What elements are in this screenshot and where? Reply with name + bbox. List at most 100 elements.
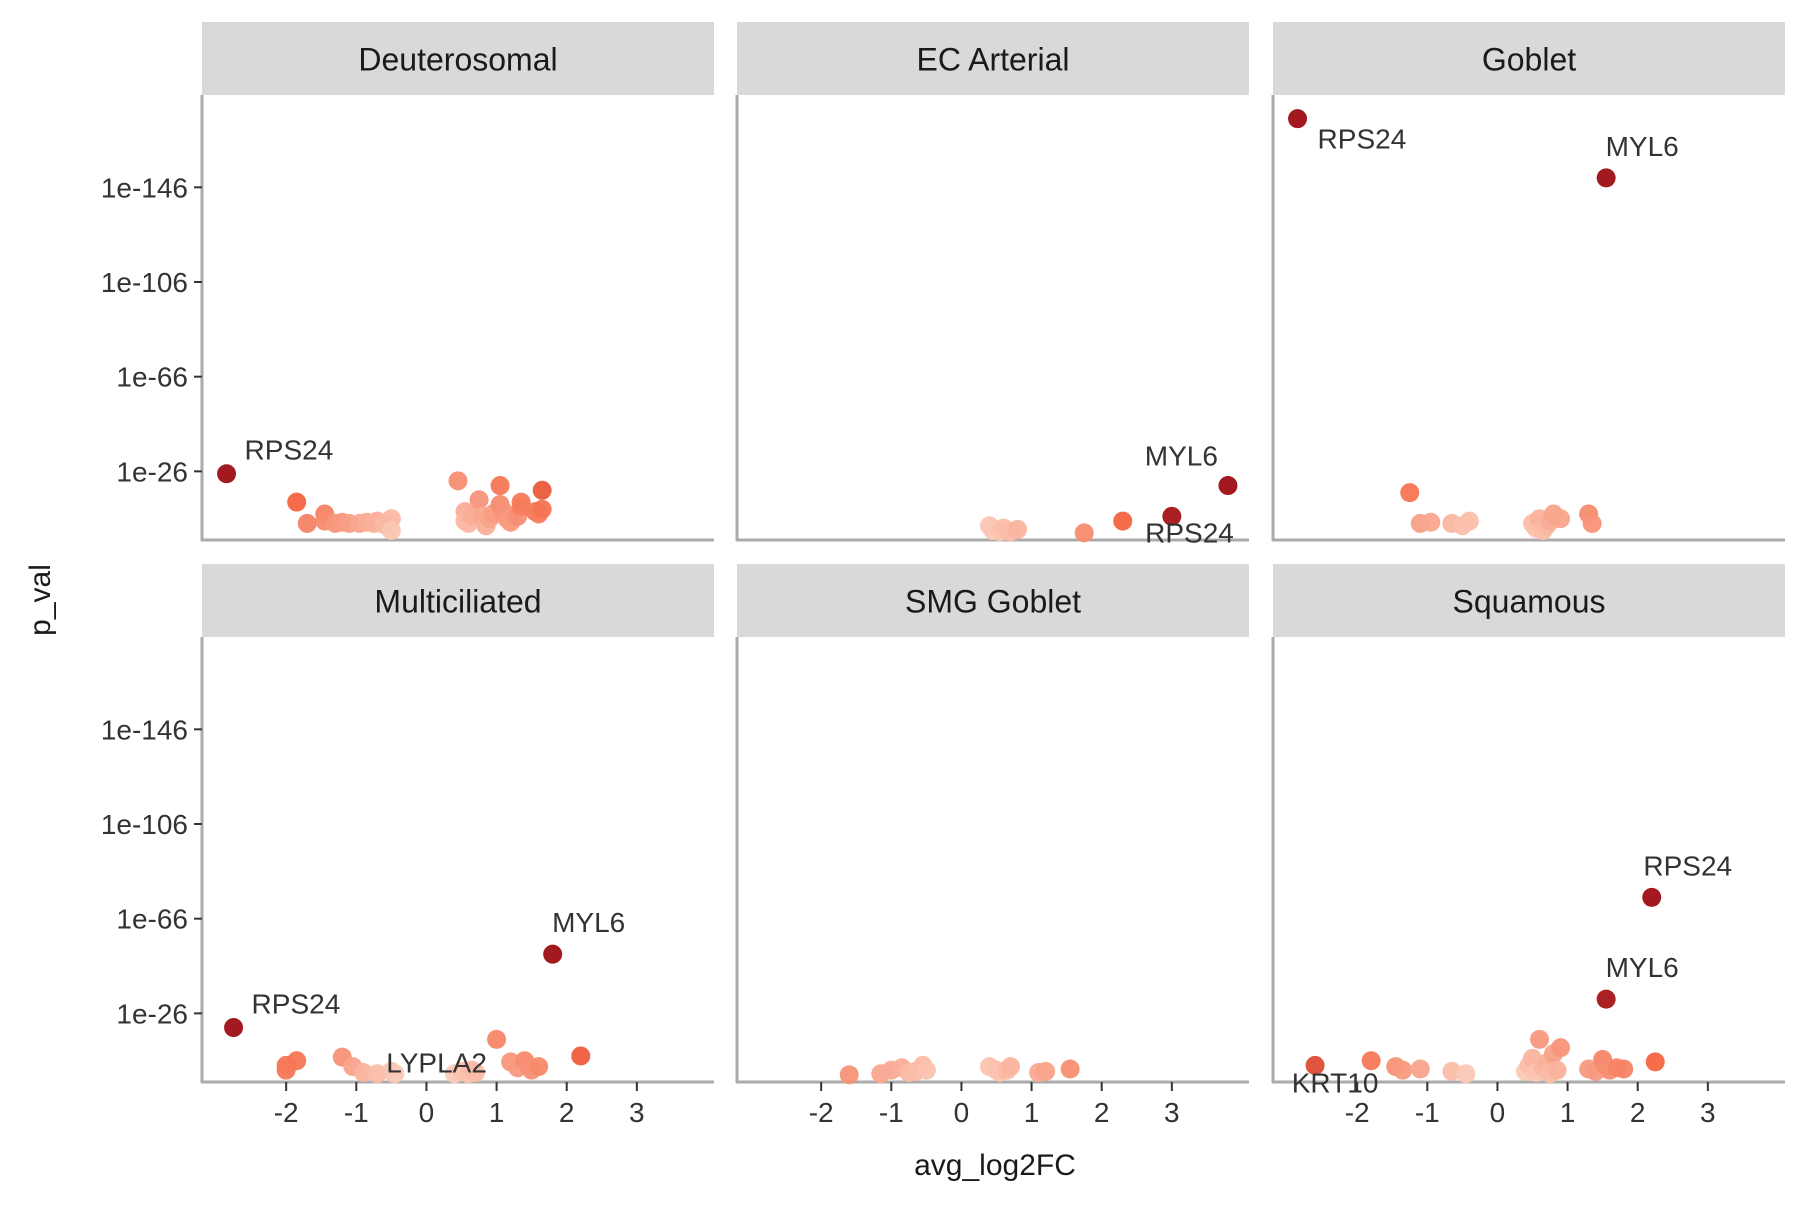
facet-strip-deuterosomal: [202, 22, 714, 95]
data-point: [1582, 513, 1602, 533]
point-label: MYL6: [552, 907, 625, 938]
data-point: [1596, 989, 1616, 1009]
x-tick-label: 3: [629, 1097, 645, 1128]
y-axis-title: p_val: [24, 564, 57, 636]
data-point: [1596, 168, 1616, 188]
data-point: [532, 480, 552, 500]
data-point: [217, 464, 237, 484]
facet-deuterosomal: Deuterosomal 1e-146 1e-106 1e-66 1e-26 RPS24: [101, 22, 714, 542]
data-point: [1551, 509, 1571, 529]
data-point: [1008, 519, 1028, 539]
data-point: [571, 1046, 591, 1066]
data-point: [532, 499, 552, 519]
point-label: RPS24: [245, 435, 334, 466]
point-label: RPS24: [252, 989, 341, 1020]
data-point: [1001, 1057, 1021, 1077]
facet-strip-smg-goblet: [737, 564, 1249, 637]
x-tick-label: 3: [1164, 1097, 1180, 1128]
data-point: [1530, 1029, 1550, 1049]
data-point: [466, 1063, 486, 1083]
data-point: [1614, 1059, 1634, 1079]
x-tick-label: 2: [1094, 1097, 1110, 1128]
data-point: [1305, 1055, 1325, 1075]
data-point: [1218, 476, 1238, 496]
facet-title-goblet: Goblet: [1482, 42, 1576, 78]
facet-goblet: Goblet RPS24 MYL6: [1271, 22, 1785, 542]
x-tick-label: 1: [1560, 1097, 1576, 1128]
data-point: [1074, 523, 1094, 543]
data-point: [385, 1064, 405, 1084]
data-point: [469, 490, 489, 510]
point-label: RPS24: [1318, 124, 1407, 155]
data-point: [1162, 506, 1182, 526]
facet-strip-squamous: [1273, 564, 1785, 637]
facet-title-multiciliated: Multiciliated: [374, 584, 541, 620]
y-tick-label: 1e-146: [101, 172, 188, 203]
data-point: [1642, 887, 1662, 907]
x-tick-label: 1: [1024, 1097, 1040, 1128]
data-point: [529, 1057, 549, 1077]
point-label: RPS24: [1145, 517, 1234, 548]
data-point: [224, 1018, 244, 1038]
data-point: [1547, 1060, 1567, 1080]
data-point: [490, 476, 510, 496]
data-point: [353, 1063, 373, 1083]
y-tick-label: 1e-66: [116, 362, 188, 393]
x-tick-label: 3: [1700, 1097, 1716, 1128]
data-point: [1400, 483, 1420, 503]
x-tick-label: -1: [1415, 1097, 1440, 1128]
data-point: [1410, 1059, 1430, 1079]
y-tick-label: 1e-106: [101, 809, 188, 840]
data-point: [543, 944, 563, 964]
facet-title-squamous: Squamous: [1453, 584, 1606, 620]
point-label: LYPLA2: [386, 1047, 487, 1078]
data-point: [381, 521, 401, 541]
data-point: [1288, 109, 1308, 129]
facet-title-ec-arterial: EC Arterial: [917, 42, 1070, 78]
facet-smg-goblet: SMG Goblet -2 -1 0 1 2 3: [735, 564, 1249, 1128]
data-point: [487, 1029, 507, 1049]
y-tick-label: 1e-146: [101, 714, 188, 745]
facet-strip-multiciliated: [202, 564, 714, 637]
data-point: [367, 1064, 387, 1084]
y-tick-label: 1e-26: [116, 998, 188, 1029]
x-tick-label: 0: [954, 1097, 970, 1128]
data-point: [1442, 1061, 1462, 1081]
y-tick-label: 1e-106: [101, 267, 188, 298]
x-tick-label: -2: [809, 1097, 834, 1128]
data-point: [297, 513, 317, 533]
x-tick-label: 2: [559, 1097, 575, 1128]
y-tick-label: 1e-66: [116, 904, 188, 935]
data-point: [1645, 1052, 1665, 1072]
point-label: KRT10: [1292, 1067, 1379, 1098]
x-tick-label: -2: [274, 1097, 299, 1128]
data-point: [1456, 1064, 1476, 1084]
data-point: [1421, 512, 1441, 532]
data-point: [1393, 1060, 1413, 1080]
x-tick-label: -1: [344, 1097, 369, 1128]
x-tick-label: 1: [489, 1097, 505, 1128]
data-point: [276, 1060, 296, 1080]
data-point: [1113, 511, 1133, 531]
facet-squamous: Squamous -2 -1 0 1 2 3 RPS24 MYL6 KRT10: [1271, 564, 1785, 1128]
data-point: [1060, 1059, 1080, 1079]
x-tick-label: 2: [1630, 1097, 1646, 1128]
data-point: [511, 492, 531, 512]
data-point: [1459, 511, 1479, 531]
point-label: MYL6: [1606, 131, 1679, 162]
x-tick-label: -1: [879, 1097, 904, 1128]
data-point: [287, 492, 307, 512]
data-point: [1361, 1051, 1381, 1071]
data-point: [1036, 1061, 1056, 1081]
y-tick-label: 1e-26: [116, 456, 188, 487]
data-point: [916, 1060, 936, 1080]
facet-title-smg-goblet: SMG Goblet: [905, 584, 1081, 620]
facet-strip-goblet: [1273, 22, 1785, 95]
x-tick-label: 0: [1490, 1097, 1506, 1128]
x-tick-label: -2: [1345, 1097, 1370, 1128]
point-label: MYL6: [1606, 952, 1679, 983]
facet-ec-arterial: EC Arterial MYL6 RPS24: [735, 22, 1249, 548]
data-point: [448, 471, 468, 491]
